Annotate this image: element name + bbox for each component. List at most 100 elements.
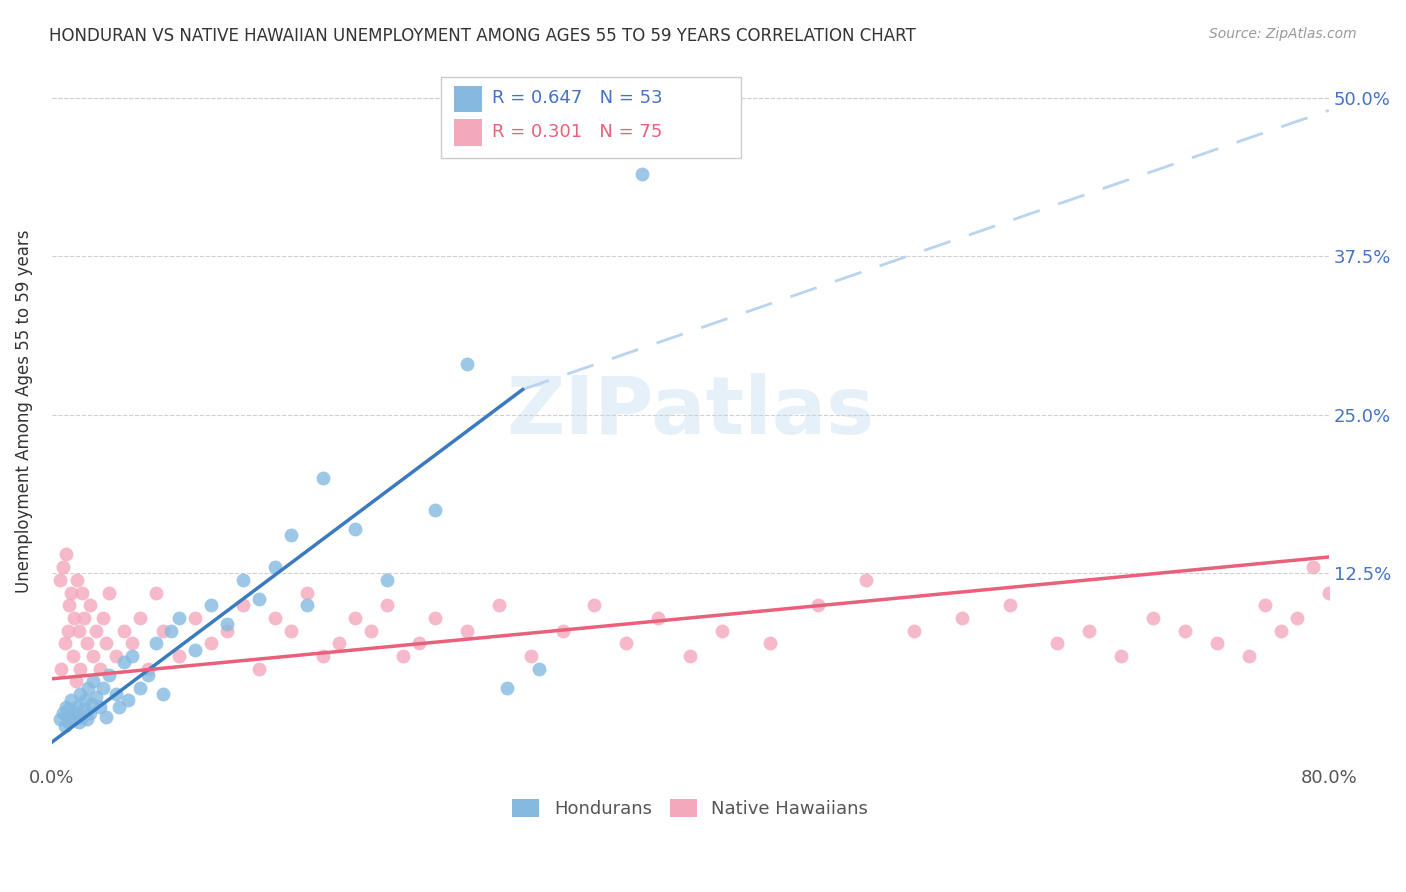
Point [59, 585, 82, 599]
Point [94, 710, 117, 724]
Point [65, 674, 87, 689]
Point [1174, 624, 1197, 638]
Point [145, 636, 167, 650]
Point [55, 699, 77, 714]
Point [53, 636, 76, 650]
Point [1109, 648, 1132, 663]
Point [360, 624, 382, 638]
Point [89, 662, 111, 676]
Point [56, 624, 79, 638]
Point [86, 690, 108, 704]
Point [456, 624, 478, 638]
FancyBboxPatch shape [441, 78, 741, 158]
Point [264, 560, 287, 574]
Point [58, 598, 80, 612]
Point [82, 648, 104, 663]
Point [295, 585, 318, 599]
Point [91, 611, 114, 625]
Point [128, 611, 150, 625]
Point [112, 624, 135, 638]
Point [495, 681, 517, 695]
Point [152, 687, 174, 701]
Point [73, 611, 96, 625]
Point [1206, 636, 1229, 650]
Point [52, 560, 75, 574]
Point [59, 693, 82, 707]
Point [62, 713, 84, 727]
Point [312, 648, 335, 663]
Point [344, 611, 367, 625]
Point [375, 598, 398, 612]
Point [136, 668, 159, 682]
Point [1078, 624, 1101, 638]
Point [51, 662, 73, 676]
Point [392, 648, 415, 663]
Point [456, 357, 478, 371]
Y-axis label: Unemployment Among Ages 55 to 59 years: Unemployment Among Ages 55 to 59 years [15, 230, 32, 593]
Point [375, 573, 398, 587]
Point [631, 167, 654, 181]
Point [117, 693, 139, 707]
Point [94, 636, 117, 650]
Point [217, 624, 239, 638]
Point [160, 624, 183, 638]
Point [184, 611, 207, 625]
Point [344, 522, 367, 536]
Point [950, 611, 973, 625]
Point [1046, 636, 1069, 650]
Point [98, 585, 121, 599]
Point [91, 681, 114, 695]
Point [280, 528, 302, 542]
Point [1317, 585, 1340, 599]
Point [679, 648, 702, 663]
Point [89, 699, 111, 714]
Point [79, 706, 101, 720]
Point [56, 714, 79, 729]
Point [75, 693, 97, 707]
Point [527, 662, 550, 676]
Legend: Hondurans, Native Hawaiians: Hondurans, Native Hawaiians [505, 791, 876, 825]
Point [77, 681, 100, 695]
Point [759, 636, 782, 650]
Point [312, 471, 335, 485]
Point [98, 668, 121, 682]
FancyBboxPatch shape [454, 86, 482, 112]
Point [152, 624, 174, 638]
Point [903, 624, 925, 638]
Point [63, 611, 86, 625]
Text: R = 0.301   N = 75: R = 0.301 N = 75 [492, 123, 662, 141]
Point [86, 624, 108, 638]
Point [112, 656, 135, 670]
Point [70, 585, 93, 599]
Text: R = 0.647   N = 53: R = 0.647 N = 53 [492, 89, 664, 107]
Point [855, 573, 877, 587]
Point [66, 699, 89, 714]
Point [52, 706, 75, 720]
Point [169, 611, 191, 625]
Point [247, 662, 270, 676]
Text: Source: ZipAtlas.com: Source: ZipAtlas.com [1209, 27, 1357, 41]
Point [62, 648, 84, 663]
Point [232, 598, 254, 612]
Point [121, 636, 143, 650]
Point [69, 662, 91, 676]
Point [184, 642, 207, 657]
Point [1270, 624, 1292, 638]
Point [70, 710, 93, 724]
Point [616, 636, 638, 650]
Point [107, 699, 129, 714]
Point [519, 648, 541, 663]
Point [328, 636, 350, 650]
Point [807, 598, 830, 612]
Point [48, 713, 70, 727]
Point [66, 573, 89, 587]
Point [200, 636, 222, 650]
Point [408, 636, 430, 650]
Point [136, 662, 159, 676]
Point [711, 624, 734, 638]
Point [67, 624, 90, 638]
Point [104, 687, 127, 701]
Point [82, 674, 104, 689]
Point [69, 687, 91, 701]
Point [169, 648, 191, 663]
